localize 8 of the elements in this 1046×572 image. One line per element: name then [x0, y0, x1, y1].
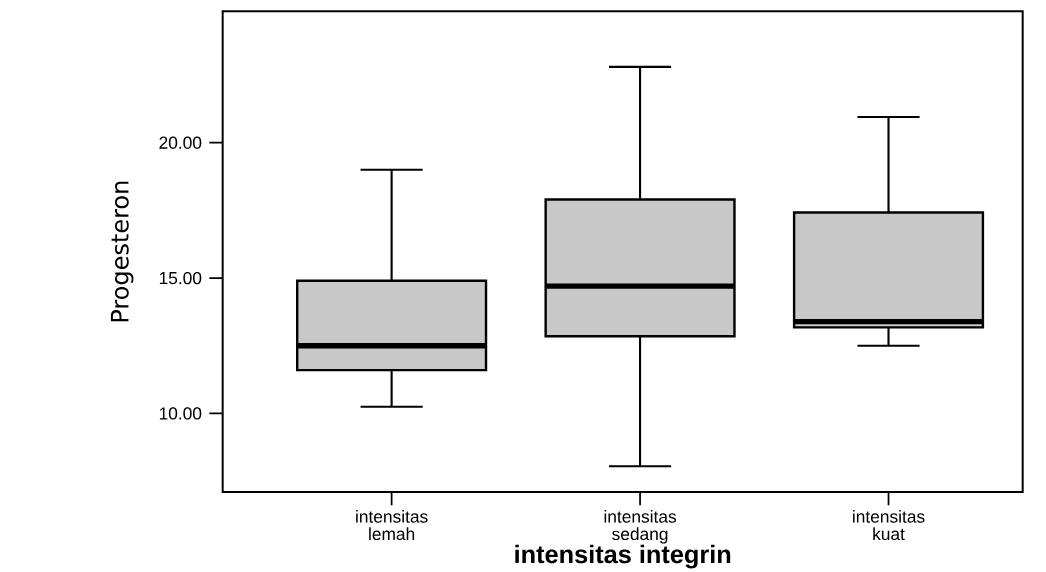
- y-tick-label: 15.00: [159, 271, 202, 285]
- x-tick-label: intensitas kuat: [853, 510, 925, 541]
- x-tick-label: intensitas lemah: [356, 510, 428, 541]
- x-axis-title: intensitas integrin: [515, 544, 731, 569]
- y-tick-label: 10.00: [159, 407, 202, 420]
- y-axis-title: Progesteron: [110, 181, 134, 322]
- x-tick-label: intensitas sedang: [604, 510, 677, 544]
- y-tick-label: 20.00: [159, 136, 202, 149]
